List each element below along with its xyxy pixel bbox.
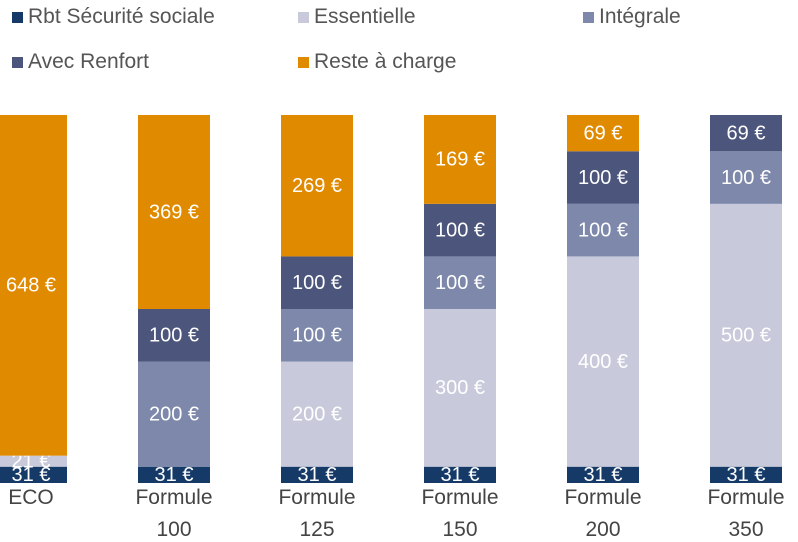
bar-segment	[567, 151, 639, 204]
value-label: 69 €	[584, 122, 623, 144]
bar-segment	[567, 256, 639, 467]
legend-label: Essentielle	[314, 5, 416, 28]
value-label: 269 €	[292, 175, 342, 197]
bar-segment	[281, 256, 353, 309]
legend-label: Avec Renfort	[28, 50, 150, 73]
bar-segment	[138, 361, 210, 467]
bar-segment	[424, 308, 496, 467]
value-label: 369 €	[149, 201, 199, 223]
bar-segment	[567, 203, 639, 257]
value-label: 648 €	[6, 275, 56, 297]
value-label: 169 €	[435, 149, 485, 171]
x-tick-label: Formule 125	[278, 486, 356, 541]
x-tick-label: Formule 350	[707, 486, 785, 541]
value-label: 31 €	[584, 464, 623, 486]
legend-item: Avec Renfort	[12, 50, 149, 74]
bar-segment	[281, 115, 353, 257]
bar-segment	[424, 115, 496, 204]
bar-segment	[138, 115, 210, 309]
bar-segment	[424, 256, 496, 309]
value-label: 21 €	[12, 450, 51, 472]
bar-segment	[281, 308, 353, 362]
value-label: 100 €	[292, 325, 342, 347]
bar-segment	[567, 466, 639, 483]
legend-item: Reste à charge	[298, 50, 456, 74]
legend-label: Rbt Sécurité sociale	[28, 5, 215, 28]
bar-segment	[710, 466, 782, 483]
bar-segment	[281, 361, 353, 467]
value-label: 31 €	[441, 464, 480, 486]
legend-label: Reste à charge	[314, 50, 457, 73]
bar-segment	[710, 203, 782, 467]
bar-segment	[138, 466, 210, 483]
legend-swatch	[12, 56, 23, 68]
value-label: 200 €	[292, 403, 342, 425]
legend-item: Rbt Sécurité sociale	[12, 5, 215, 29]
bar-segment	[0, 466, 67, 483]
value-label: 31 €	[727, 464, 766, 486]
legend-swatch	[298, 56, 309, 68]
value-label: 100 €	[292, 272, 342, 294]
value-label: 400 €	[578, 351, 628, 373]
legend-label: Intégrale	[599, 5, 681, 28]
bar-segment	[424, 203, 496, 257]
x-tick-label: Formule 200	[564, 486, 642, 541]
legend-item: Essentielle	[298, 5, 416, 29]
value-label: 31 €	[155, 464, 194, 486]
legend-swatch	[298, 11, 309, 23]
bar-segment	[138, 308, 210, 362]
bar-segment	[0, 115, 67, 456]
value-label: 100 €	[435, 219, 485, 241]
value-label: 31 €	[298, 464, 337, 486]
legend-item: Intégrale	[583, 5, 681, 29]
bar-segment	[710, 151, 782, 204]
value-label: 69 €	[727, 122, 766, 144]
value-label: 200 €	[149, 403, 199, 425]
bar-segment	[710, 115, 782, 152]
value-label: 500 €	[721, 325, 771, 347]
legend-swatch	[12, 11, 23, 23]
legend-swatch	[583, 11, 594, 23]
value-label: 300 €	[435, 377, 485, 399]
bar-segment	[281, 466, 353, 483]
x-tick-label: Formule 100	[135, 486, 213, 541]
value-label: 100 €	[578, 219, 628, 241]
x-tick-label: ECO	[8, 486, 54, 509]
value-label: 100 €	[721, 167, 771, 189]
value-label: 100 €	[435, 272, 485, 294]
bar-segment	[567, 115, 639, 152]
value-label: 31 €	[12, 464, 51, 486]
bar-segment	[0, 455, 67, 467]
value-label: 100 €	[578, 167, 628, 189]
value-label: 100 €	[149, 325, 199, 347]
x-tick-label: Formule 150	[421, 486, 499, 541]
bar-segment	[424, 466, 496, 483]
